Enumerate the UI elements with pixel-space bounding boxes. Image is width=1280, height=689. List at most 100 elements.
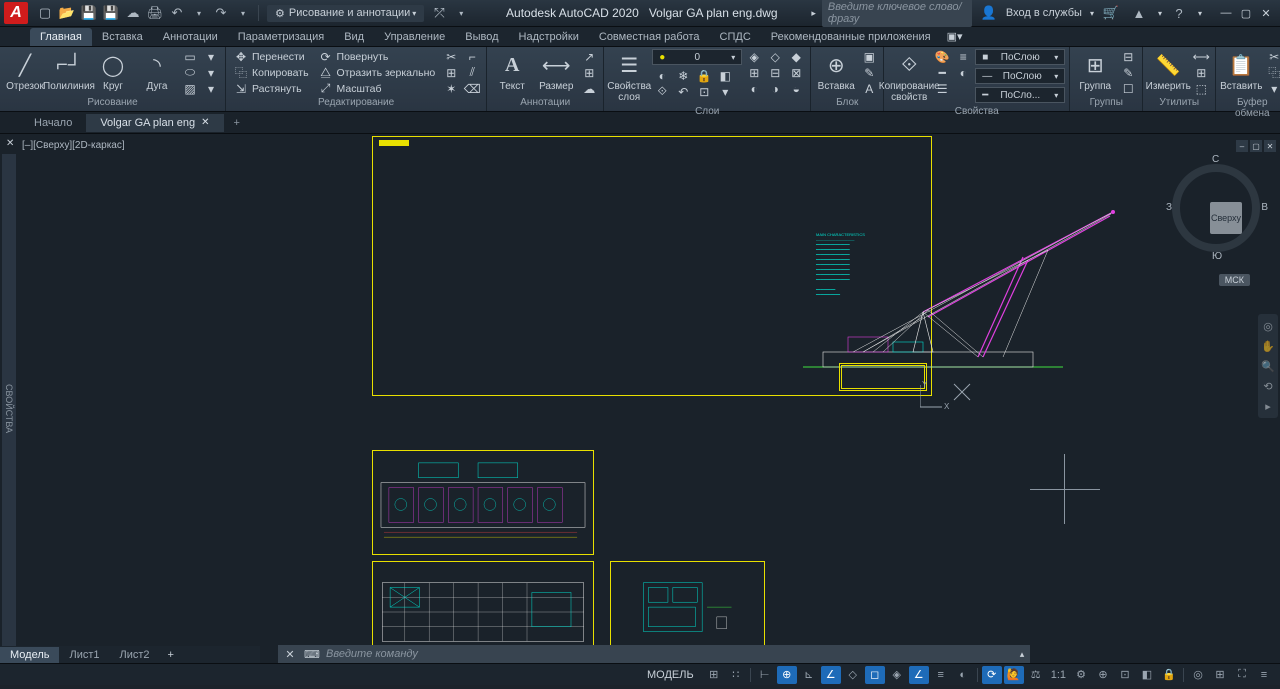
insert-block-button[interactable]: ⊕Вставка	[815, 49, 857, 94]
vp-close-icon[interactable]: ✕	[1264, 140, 1276, 152]
units-icon[interactable]: ⊡	[1115, 666, 1135, 684]
measure-button[interactable]: 📏Измерить	[1147, 49, 1189, 94]
tab-layout1[interactable]: Лист1	[59, 647, 109, 663]
transparency-icon[interactable]: ◐	[953, 666, 973, 684]
customize-icon[interactable]: ≡	[1254, 666, 1274, 684]
minimize-button[interactable]: —	[1216, 3, 1236, 23]
lineweight-selector[interactable]: ━ПоСло...▾	[975, 87, 1065, 103]
dimension-button[interactable]: ⟷Размер	[535, 49, 577, 94]
create-block-icon[interactable]: ▣	[859, 49, 879, 64]
dist-icon[interactable]: ⟷	[1191, 49, 1211, 64]
color-selector[interactable]: ■ПоСлою▾	[975, 49, 1065, 65]
layer-state-icon[interactable]: ⊡	[694, 84, 714, 99]
dynamic-input-icon[interactable]: ⊕	[777, 666, 797, 684]
saveas-icon[interactable]: 💾	[102, 4, 120, 22]
showmotion-icon[interactable]: ▸	[1260, 398, 1276, 414]
list-icon[interactable]: ☰	[932, 81, 952, 96]
drawing-area[interactable]: ✕ [–][Сверху][2D-каркас] СВОЙСТВА – ▢ ✕	[0, 134, 1280, 663]
copy-button[interactable]: ⿻Копировать	[230, 65, 313, 80]
a360-icon[interactable]: ▲	[1130, 4, 1148, 22]
leader-icon[interactable]: ↗	[579, 49, 599, 64]
cloud-icon[interactable]: ☁	[579, 81, 599, 96]
workspace-icon[interactable]: ⚙	[1071, 666, 1091, 684]
move-button[interactable]: ✥Перенести	[230, 49, 313, 64]
wcs-badge[interactable]: МСК	[1219, 274, 1250, 286]
palette-close-icon[interactable]: ✕	[6, 138, 14, 149]
linetype-icon[interactable]: ≡	[953, 49, 973, 64]
lweight-icon[interactable]: ≡	[931, 666, 951, 684]
panel-title[interactable]: Свойства	[888, 105, 1065, 117]
hardware-icon[interactable]: ⊞	[1210, 666, 1230, 684]
cart-icon[interactable]: 🛒	[1102, 4, 1120, 22]
l6-icon[interactable]: ⊠	[786, 65, 806, 80]
redo-drop-icon[interactable]: ▾	[234, 4, 252, 22]
chevron-down-icon[interactable]: ▾	[1158, 9, 1162, 18]
signin-label[interactable]: Вход в службы	[1006, 7, 1082, 19]
panel-title[interactable]: Группы	[1074, 96, 1138, 111]
add-layout-button[interactable]: +	[160, 647, 182, 663]
drop2-icon[interactable]: ▾	[201, 65, 221, 80]
chevron-down-icon[interactable]: ▾	[1090, 9, 1094, 18]
ungroup-icon[interactable]: ⊟	[1118, 49, 1138, 64]
tab-featured[interactable]: Рекомендованные приложения	[761, 28, 941, 46]
search-input[interactable]: Введите ключевое слово/фразу	[822, 0, 972, 27]
new-icon[interactable]: ▢	[36, 4, 54, 22]
special-icon[interactable]: ▾	[1264, 81, 1280, 96]
l5-icon[interactable]: ⊟	[765, 65, 785, 80]
tab-output[interactable]: Вывод	[455, 28, 508, 46]
annoscale-icon[interactable]: ⚖	[1026, 666, 1046, 684]
scale-button[interactable]: ⤢Масштаб	[315, 81, 440, 96]
tab-view[interactable]: Вид	[334, 28, 374, 46]
tab-document[interactable]: Volgar GA plan eng ✕	[86, 114, 223, 132]
undo-drop-icon[interactable]: ▾	[190, 4, 208, 22]
transp-icon[interactable]: ◐	[953, 65, 973, 80]
l4-icon[interactable]: ⊞	[744, 65, 764, 80]
trim-icon[interactable]: ✂	[441, 49, 461, 64]
layer-props-button[interactable]: ☰Свойства слоя	[608, 49, 650, 105]
chevron-down-icon[interactable]: ▾	[1198, 9, 1202, 18]
iso-icon[interactable]: ◇	[843, 666, 863, 684]
arc-button[interactable]: ◝Дуга	[136, 49, 178, 94]
color-wheel-icon[interactable]: 🎨	[932, 49, 952, 64]
edit-block-icon[interactable]: ✎	[859, 65, 879, 80]
drop3-icon[interactable]: ▾	[201, 81, 221, 96]
paste-button[interactable]: 📋Вставить	[1220, 49, 1262, 94]
tab-home[interactable]: Главная	[30, 28, 92, 46]
tab-collab[interactable]: Совместная работа	[589, 28, 710, 46]
cmd-close-icon[interactable]: ✕	[278, 648, 302, 661]
grid-icon[interactable]: ⊞	[704, 666, 724, 684]
isolate-icon[interactable]: ◎	[1188, 666, 1208, 684]
layer-freeze-icon[interactable]: ❄	[673, 68, 693, 83]
close-tab-icon[interactable]: ✕	[201, 117, 209, 128]
panel-title[interactable]: Утилиты	[1147, 96, 1211, 111]
tab-spds[interactable]: СПДС	[710, 28, 761, 46]
layer-selector[interactable]: ●0▾	[652, 49, 742, 65]
stretch-button[interactable]: ⇲Растянуть	[230, 81, 313, 96]
match-props-button[interactable]: ⟐Копирование свойств	[888, 49, 930, 105]
command-input[interactable]: Введите команду	[322, 648, 1014, 660]
text-button[interactable]: AТекст	[491, 49, 533, 94]
tab-apps-icon[interactable]: ▣▾	[941, 27, 969, 46]
tab-annotate[interactable]: Аннотации	[153, 28, 228, 46]
rect-icon[interactable]: ▭	[180, 49, 200, 64]
attr-icon[interactable]: A	[859, 81, 879, 96]
redo-icon[interactable]: ↷	[212, 4, 230, 22]
l3-icon[interactable]: ◆	[786, 49, 806, 64]
tab-insert[interactable]: Вставка	[92, 28, 153, 46]
annomonitor2-icon[interactable]: ⊕	[1093, 666, 1113, 684]
group-sel-icon[interactable]: ☐	[1118, 81, 1138, 96]
layer-lock-icon[interactable]: 🔒	[694, 68, 714, 83]
layer-more-icon[interactable]: ▾	[715, 84, 735, 99]
undo-icon[interactable]: ↶	[168, 4, 186, 22]
share-icon[interactable]: ⤱	[430, 4, 448, 22]
pan-icon[interactable]: ✋	[1260, 338, 1276, 354]
plot-icon[interactable]: 🖨	[146, 4, 164, 22]
annoscale-label[interactable]: 1:1	[1048, 666, 1069, 684]
annomonitor-icon[interactable]: 🙋	[1004, 666, 1024, 684]
layer-off-icon[interactable]: ◐	[652, 68, 672, 83]
tab-addins[interactable]: Надстройки	[509, 28, 589, 46]
orbit-icon[interactable]: ⟲	[1260, 378, 1276, 394]
vp-max-icon[interactable]: ▢	[1250, 140, 1262, 152]
mirror-button[interactable]: ⧋Отразить зеркально	[315, 65, 440, 80]
line-button[interactable]: ╱Отрезок	[4, 49, 46, 94]
